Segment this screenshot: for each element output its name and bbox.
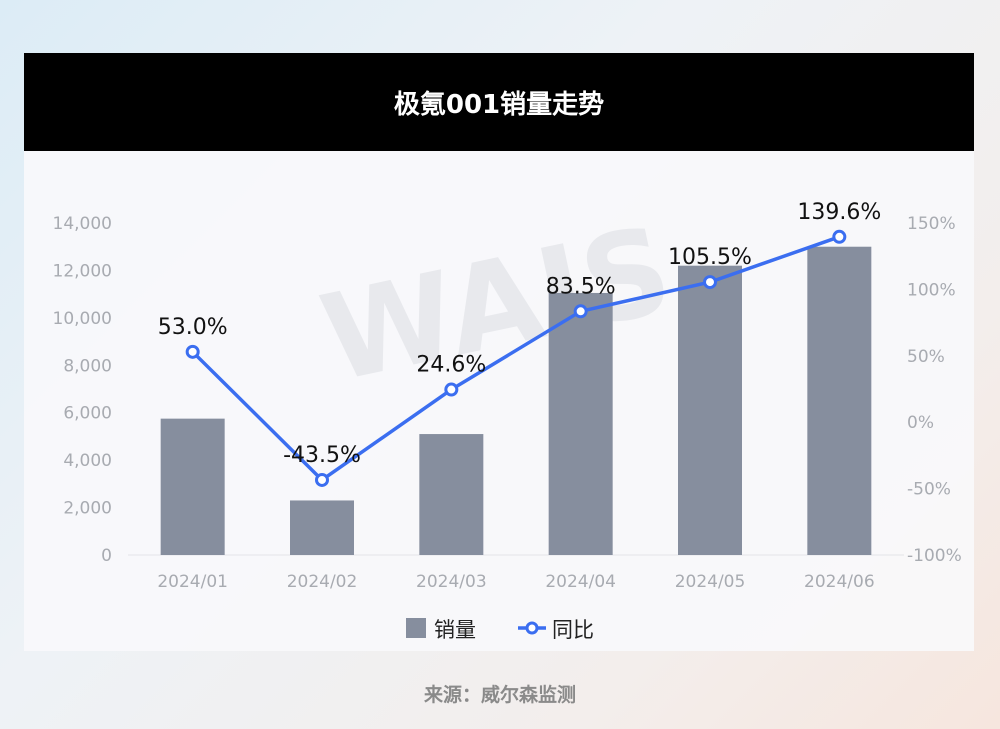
point-yoy <box>573 304 588 319</box>
data-label-yoy: 105.5% <box>668 245 752 270</box>
y-right-tick-label: -100% <box>907 546 962 566</box>
y-left-tick-label: 14,000 <box>53 214 112 234</box>
point-yoy <box>703 275 717 290</box>
x-tick-label: 2024/05 <box>675 572 746 592</box>
data-label-yoy: -43.5% <box>283 443 361 468</box>
bar-sales <box>419 434 484 555</box>
point-yoy <box>315 472 329 487</box>
y-left-tick-label: 10,000 <box>53 309 112 329</box>
x-tick-label: 2024/02 <box>287 572 358 592</box>
point-yoy <box>832 229 847 244</box>
legend-swatch-sales <box>406 618 426 638</box>
y-right-tick-label: -50% <box>907 480 951 500</box>
data-label-yoy: 83.5% <box>546 274 616 299</box>
legend-marker-yoy <box>525 621 539 635</box>
bar-sales <box>807 246 872 555</box>
y-left-tick-label: 4,000 <box>63 451 112 471</box>
x-tick-label: 2024/03 <box>416 572 487 592</box>
y-right-tick-label: 100% <box>907 280 956 300</box>
data-label-yoy: 24.6% <box>416 353 486 378</box>
y-left-tick-label: 6,000 <box>63 404 112 424</box>
y-left-tick-label: 12,000 <box>53 261 112 281</box>
legend-label-sales: 销量 <box>434 618 476 642</box>
bar-sales <box>160 418 225 555</box>
legend-label-yoy: 同比 <box>552 618 594 642</box>
data-label-yoy: 53.0% <box>158 315 228 340</box>
y-right-tick-label: 0% <box>907 413 934 433</box>
x-tick-label: 2024/01 <box>157 572 228 592</box>
watermark-text: WAIS <box>311 201 683 410</box>
x-tick-label: 2024/06 <box>804 572 875 592</box>
bar-sales <box>290 500 354 555</box>
point-yoy <box>185 344 200 359</box>
y-left-tick-label: 0 <box>101 546 112 566</box>
bar-sales <box>678 265 742 555</box>
point-yoy <box>444 382 459 397</box>
data-label-yoy: 139.6% <box>797 200 881 225</box>
y-right-tick-label: 50% <box>907 347 945 367</box>
line-yoy <box>191 235 840 482</box>
source-note: 来源：威尔森监测 <box>423 684 576 706</box>
y-right-tick-label: 150% <box>907 214 956 234</box>
y-left-tick-label: 2,000 <box>63 499 112 519</box>
y-left-tick-label: 8,000 <box>63 356 112 376</box>
bar-sales <box>548 292 613 555</box>
x-tick-label: 2024/04 <box>545 572 616 592</box>
chart-title: 极氪001销量走势 <box>24 53 974 151</box>
